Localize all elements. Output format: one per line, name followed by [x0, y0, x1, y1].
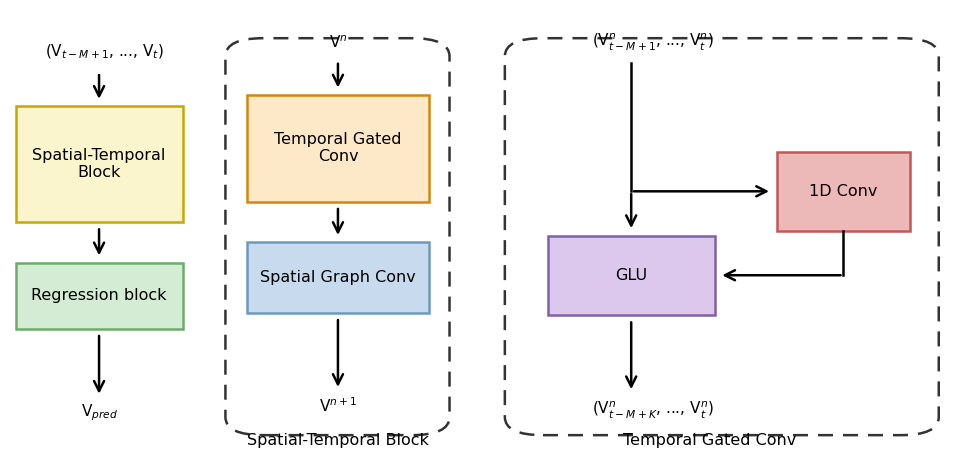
Text: Temporal Gated
Conv: Temporal Gated Conv	[274, 132, 402, 164]
Text: Temporal Gated Conv: Temporal Gated Conv	[623, 433, 796, 448]
Text: Spatial-Temporal Block: Spatial-Temporal Block	[247, 433, 429, 448]
Text: GLU: GLU	[614, 268, 647, 283]
FancyBboxPatch shape	[776, 152, 909, 231]
Text: V$^{n+1}$: V$^{n+1}$	[318, 396, 357, 415]
FancyBboxPatch shape	[247, 243, 428, 313]
Text: 1D Conv: 1D Conv	[808, 184, 876, 199]
FancyBboxPatch shape	[547, 236, 714, 315]
Text: Spatial Graph Conv: Spatial Graph Conv	[259, 270, 415, 285]
FancyBboxPatch shape	[15, 263, 183, 328]
Text: (V$^n_{t-M+1}$, ..., V$^n_t$): (V$^n_{t-M+1}$, ..., V$^n_t$)	[591, 32, 713, 53]
FancyBboxPatch shape	[15, 106, 183, 222]
Text: (V$^n_{t-M+K}$, ..., V$^n_t$): (V$^n_{t-M+K}$, ..., V$^n_t$)	[591, 400, 713, 421]
Text: V$_{pred}$: V$_{pred}$	[81, 402, 118, 423]
Text: Spatial-Temporal
Block: Spatial-Temporal Block	[33, 148, 165, 180]
Text: (V$_{t-M+1}$, ..., V$_t$): (V$_{t-M+1}$, ..., V$_t$)	[45, 43, 163, 61]
FancyBboxPatch shape	[247, 95, 428, 201]
Text: Regression block: Regression block	[32, 288, 166, 303]
Text: V$^n$: V$^n$	[329, 35, 347, 51]
